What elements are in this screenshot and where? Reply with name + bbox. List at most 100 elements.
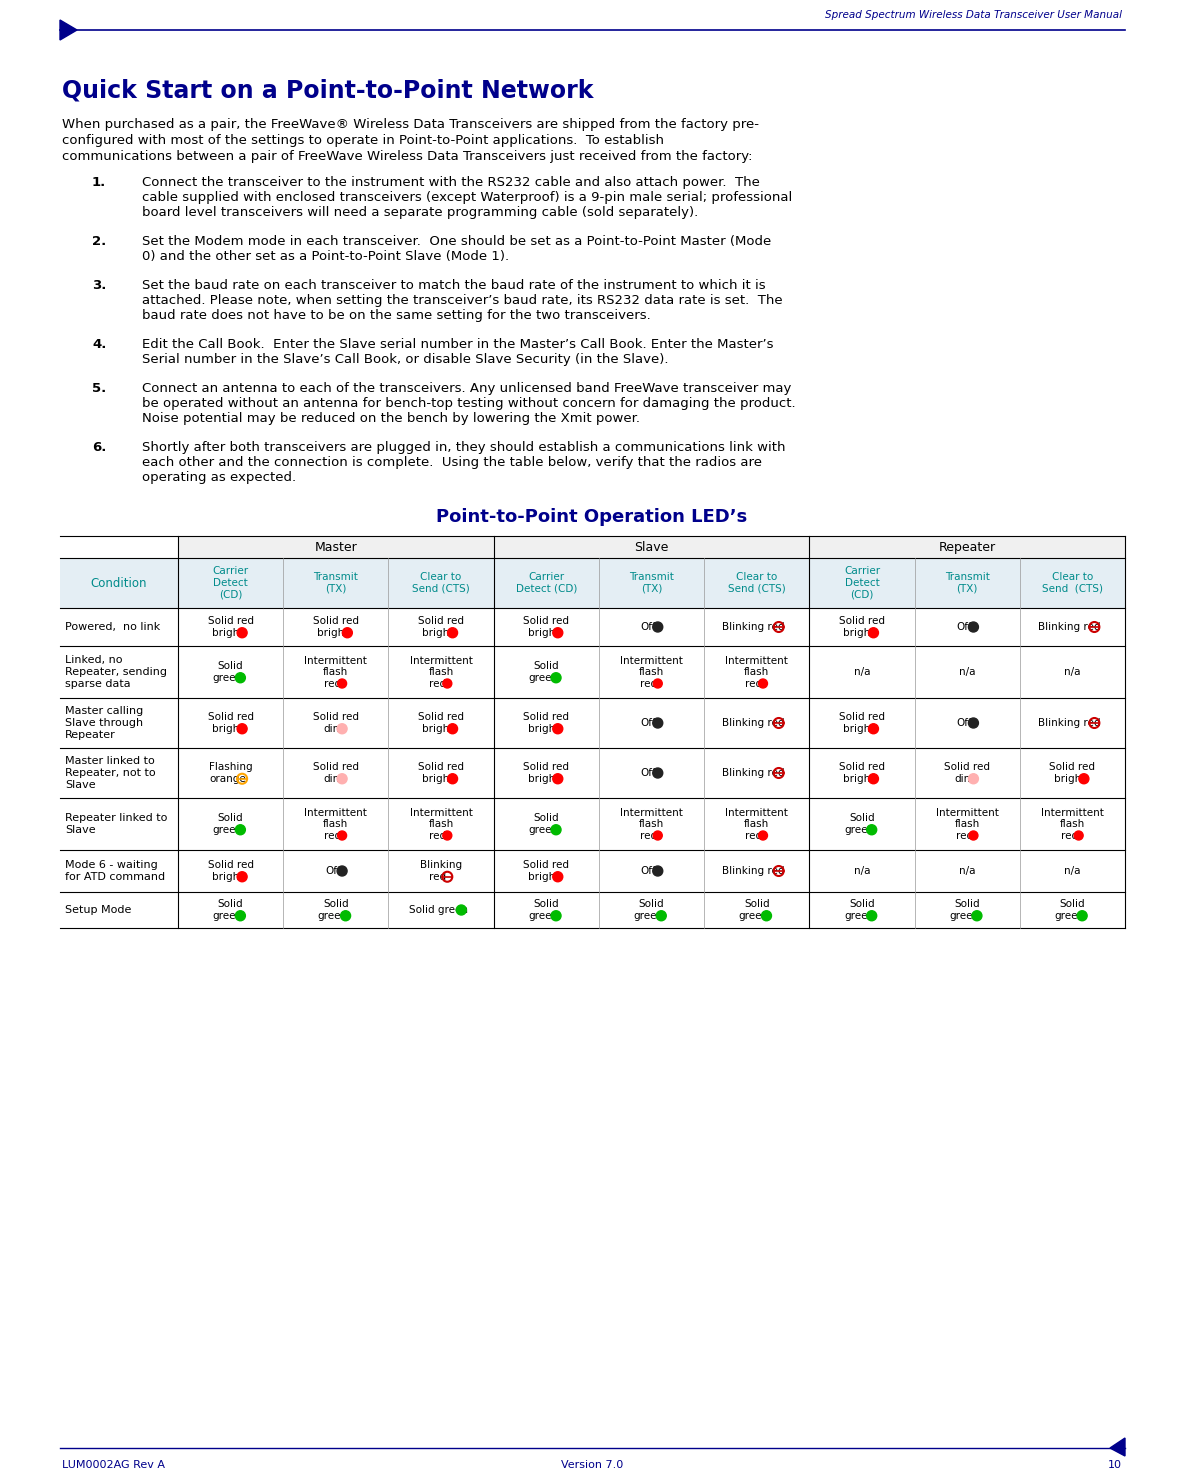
Circle shape [653, 680, 662, 688]
Text: green: green [1055, 911, 1084, 921]
Text: bright: bright [318, 628, 348, 638]
Circle shape [758, 831, 768, 840]
Text: Solid: Solid [533, 899, 559, 909]
Text: red: red [429, 830, 447, 840]
Text: flash: flash [744, 820, 769, 828]
Circle shape [968, 622, 979, 632]
Text: Solid: Solid [954, 899, 980, 909]
Circle shape [337, 774, 347, 784]
Text: dim: dim [324, 724, 342, 734]
Text: 10: 10 [1108, 1461, 1122, 1470]
Text: Solid: Solid [533, 814, 559, 824]
Text: Transmit
(TX): Transmit (TX) [629, 572, 674, 594]
Text: orange: orange [210, 774, 246, 784]
Text: Carrier
Detect
(CD): Carrier Detect (CD) [844, 566, 880, 600]
Text: green: green [844, 825, 875, 834]
Text: Solid: Solid [744, 899, 769, 909]
Circle shape [236, 672, 245, 682]
Text: Carrier
Detect (CD): Carrier Detect (CD) [515, 572, 577, 594]
Text: Solid: Solid [218, 814, 243, 824]
Text: 6.: 6. [92, 441, 107, 454]
Text: Blinking red: Blinking red [723, 768, 784, 778]
Text: Solid red: Solid red [207, 712, 254, 722]
Circle shape [340, 911, 351, 921]
Text: Solid: Solid [639, 899, 665, 909]
Text: Transmit
(TX): Transmit (TX) [944, 572, 989, 594]
Text: green: green [844, 911, 875, 921]
Text: Serial number in the Slave’s Call Book, or disable Slave Security (in the Slave): Serial number in the Slave’s Call Book, … [142, 352, 668, 366]
Text: dim: dim [954, 774, 974, 784]
Text: green: green [949, 911, 979, 921]
Circle shape [443, 831, 451, 840]
Text: board level transceivers will need a separate programming cable (sold separately: board level transceivers will need a sep… [142, 206, 698, 220]
Text: Repeater linked to
Slave: Repeater linked to Slave [65, 814, 167, 834]
Text: Off: Off [325, 867, 341, 876]
Text: Blinking red: Blinking red [723, 867, 784, 876]
Text: green: green [212, 911, 243, 921]
Text: Carrier
Detect
(CD): Carrier Detect (CD) [212, 566, 249, 600]
Text: Off: Off [956, 622, 972, 632]
Text: Intermittent: Intermittent [620, 656, 683, 665]
Text: Solid red: Solid red [524, 712, 569, 722]
Text: Powered,  no link: Powered, no link [65, 622, 160, 632]
Text: 1.: 1. [92, 175, 107, 189]
Text: bright: bright [844, 774, 875, 784]
Text: Blinking red: Blinking red [1038, 718, 1101, 728]
Text: green: green [529, 825, 558, 834]
Circle shape [869, 628, 878, 638]
Text: bright: bright [422, 628, 454, 638]
Circle shape [656, 911, 666, 921]
Text: Clear to
Send (CTS): Clear to Send (CTS) [728, 572, 786, 594]
Text: red: red [1061, 830, 1078, 840]
Text: Shortly after both transceivers are plugged in, they should establish a communic: Shortly after both transceivers are plug… [142, 441, 786, 454]
Text: red: red [325, 830, 341, 840]
Text: Setup Mode: Setup Mode [65, 905, 132, 915]
Text: bright: bright [527, 724, 559, 734]
Text: operating as expected.: operating as expected. [142, 472, 296, 483]
Circle shape [443, 680, 451, 688]
Circle shape [653, 867, 662, 876]
Text: Solid red: Solid red [207, 616, 254, 626]
Text: Intermittent: Intermittent [620, 808, 683, 818]
Text: flash: flash [639, 668, 664, 677]
Bar [60, 559, 1125, 607]
Text: communications between a pair of FreeWave Wireless Data Transceivers just receiv: communications between a pair of FreeWav… [62, 150, 752, 164]
Text: baud rate does not have to be on the same setting for the two transceivers.: baud rate does not have to be on the sam… [142, 310, 651, 321]
Text: Clear to
Send (CTS): Clear to Send (CTS) [412, 572, 470, 594]
Text: green: green [212, 672, 243, 682]
Text: Intermittent: Intermittent [936, 808, 999, 818]
Text: Intermittent: Intermittent [410, 656, 473, 665]
Text: Linked, no
Repeater, sending
sparse data: Linked, no Repeater, sending sparse data [65, 656, 167, 688]
Text: Blinking red: Blinking red [1038, 622, 1101, 632]
Circle shape [653, 831, 662, 840]
Text: Solid: Solid [324, 899, 348, 909]
Text: Solid red: Solid red [524, 861, 569, 870]
Text: Master linked to
Repeater, not to
Slave: Master linked to Repeater, not to Slave [65, 756, 155, 790]
Circle shape [869, 724, 878, 734]
Text: red: red [640, 678, 656, 688]
Circle shape [337, 867, 347, 876]
Circle shape [552, 724, 563, 734]
Circle shape [758, 680, 768, 688]
Text: red: red [325, 678, 341, 688]
Text: Edit the Call Book.  Enter the Slave serial number in the Master’s Call Book. En: Edit the Call Book. Enter the Slave seri… [142, 338, 774, 351]
Text: green: green [318, 911, 348, 921]
Circle shape [337, 724, 347, 734]
Text: Solid red: Solid red [313, 762, 359, 772]
Text: Intermittent: Intermittent [410, 808, 473, 818]
Text: Off: Off [641, 718, 656, 728]
Circle shape [338, 680, 346, 688]
Text: Set the baud rate on each transceiver to match the baud rate of the instrument t: Set the baud rate on each transceiver to… [142, 279, 766, 292]
Circle shape [866, 911, 877, 921]
Text: green: green [634, 911, 664, 921]
Bar [178, 537, 1125, 559]
Text: bright: bright [527, 628, 559, 638]
Text: Version 7.0: Version 7.0 [561, 1461, 623, 1470]
Text: Solid red: Solid red [207, 861, 254, 870]
Text: Solid red: Solid red [524, 616, 569, 626]
Text: Intermittent: Intermittent [305, 808, 367, 818]
Text: Off: Off [956, 718, 972, 728]
Text: bright: bright [844, 628, 875, 638]
Text: Solid: Solid [218, 899, 243, 909]
Text: bright: bright [212, 871, 243, 881]
